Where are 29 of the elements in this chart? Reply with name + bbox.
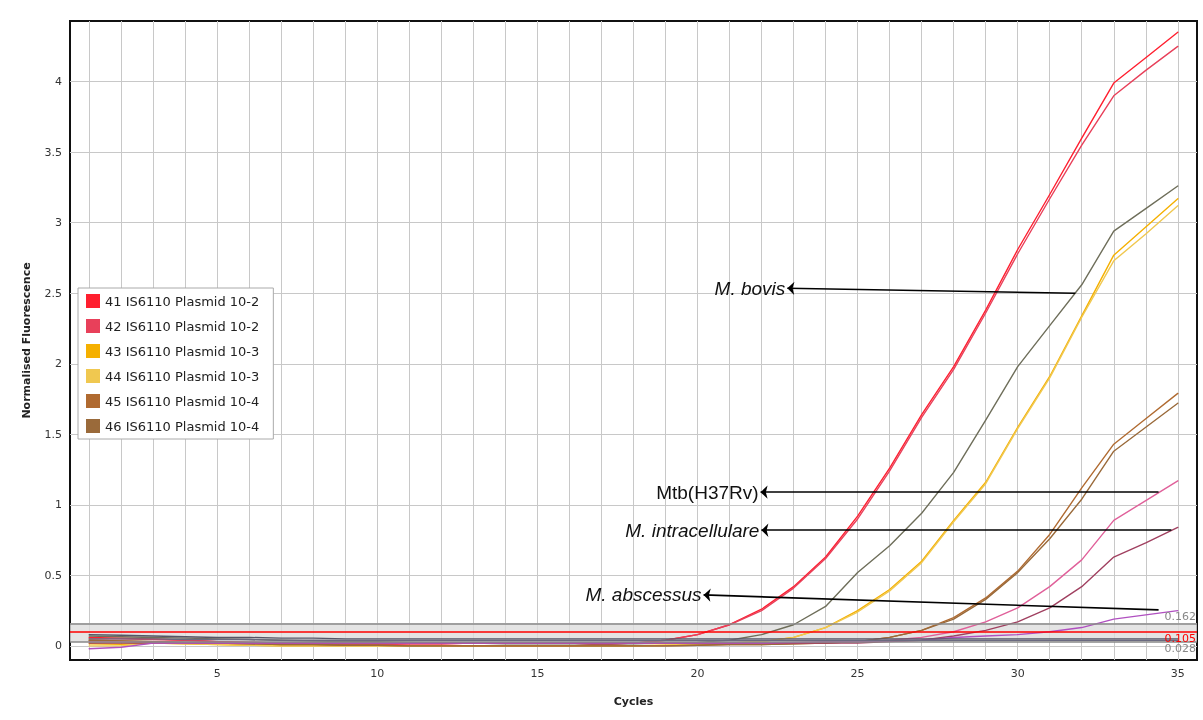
annotation: M. intracellulare [625, 519, 760, 541]
x-tick-label: 35 [1170, 667, 1185, 680]
legend-label: 46 IS6110 Plasmid 10-4 [105, 418, 260, 434]
x-tick-label: 20 [690, 667, 705, 680]
legend-label: 44 IS6110 Plasmid 10-3 [105, 368, 260, 384]
y-tick-label: 3.5 [44, 145, 62, 159]
y-tick-label: 0.5 [44, 568, 62, 582]
legend-label: 43 IS6110 Plasmid 10-3 [105, 343, 260, 359]
y-tick-label: 1 [55, 498, 62, 512]
y-tick-label: 4 [55, 75, 62, 89]
y-tick-label: 1.5 [44, 427, 62, 441]
x-tick-label: 10 [370, 667, 385, 680]
ref-line-label: 0.162 [1164, 610, 1196, 624]
legend-label: 45 IS6110 Plasmid 10-4 [105, 393, 260, 409]
y-tick-label: 2.5 [44, 286, 62, 300]
annotation: M. abscessus [585, 584, 703, 606]
legend-label: 42 IS6110 Plasmid 10-2 [105, 318, 260, 334]
x-axis-title: Cycles [613, 695, 654, 708]
x-tick-label: 15 [530, 667, 545, 680]
y-tick-label: 3 [55, 216, 62, 230]
x-tick-label: 5 [213, 667, 221, 680]
x-tick-label: 25 [850, 667, 865, 680]
y-tick-label: 0 [55, 639, 62, 653]
legend-label: 41 IS6110 Plasmid 10-2 [105, 293, 260, 309]
y-axis-title: Normalised Fluorescence [20, 262, 33, 419]
x-tick-label: 30 [1010, 667, 1025, 680]
annotation: Mtb(H37Rv) [656, 481, 759, 503]
annotation: M. bovis [714, 277, 786, 299]
y-tick-label: 2 [55, 357, 62, 371]
